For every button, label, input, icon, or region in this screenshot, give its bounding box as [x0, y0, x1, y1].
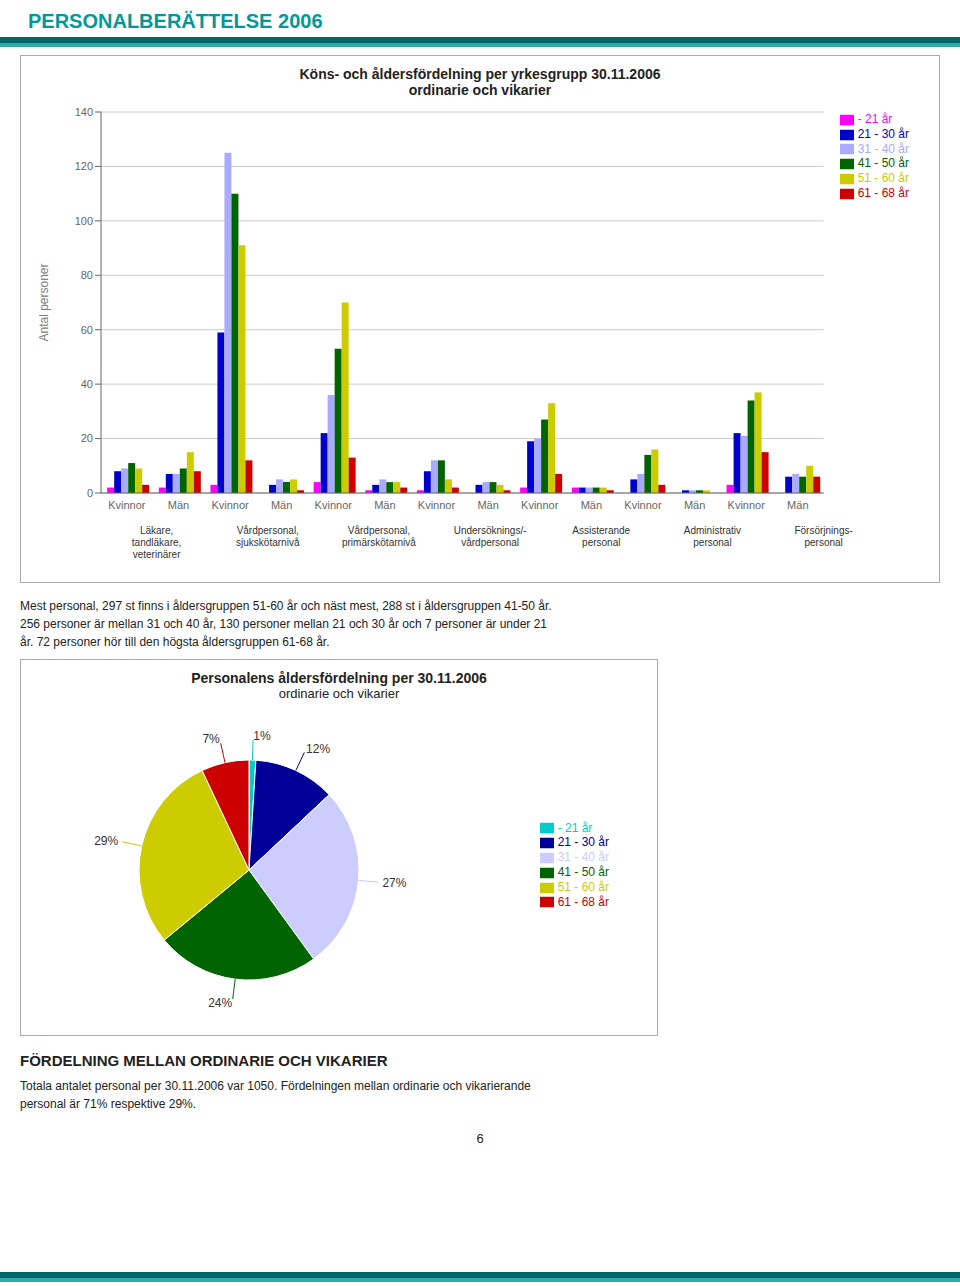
html-text:61 - 68 år: 61 - 68 år [857, 186, 909, 201]
html-text:21 - 30 år: 21 - 30 år [857, 126, 909, 141]
html-text:41 - 50 år: 41 - 50 år [557, 865, 609, 879]
html-text:Köns- och åldersfördelning per: Köns- och åldersfördelning per yrkesgrup… [299, 66, 661, 82]
svg-text:Kvinnor: Kvinnor [418, 499, 456, 511]
html-text:61 - 68 år: 61 - 68 år [557, 894, 609, 909]
svg-text:Män: Män [271, 499, 292, 511]
svg-text:60: 60 [81, 324, 93, 336]
svg-text:Vårdpersonal,sjukskötarnivå: Vårdpersonal,sjukskötarnivå [236, 525, 300, 548]
svg-text:Kvinnor: Kvinnor [315, 499, 353, 511]
html-text:41 - 50 år: 41 - 50 år [857, 156, 909, 171]
html-text:- 21 år: - 21 år [857, 112, 893, 126]
svg-text:Antal personer: Antal personer [37, 263, 51, 341]
html-text:31 - 40 år: 31 - 40 år [857, 141, 909, 156]
svg-text:Män: Män [581, 499, 602, 511]
svg-text:Kvinnor: Kvinnor [108, 499, 146, 511]
svg-text:1%: 1% [253, 729, 271, 743]
svg-text:Kvinnor: Kvinnor [521, 499, 559, 511]
svg-text:7%: 7% [202, 732, 220, 746]
html-text:- 21 år: - 21 år [557, 820, 593, 835]
svg-text:Undersöknings/-vårdpersonal: Undersöknings/-vårdpersonal [454, 525, 527, 548]
html-text:31 - 40 år: 31 - 40 år [557, 850, 609, 865]
svg-text:Administrativpersonal: Administrativpersonal [684, 525, 741, 548]
svg-text:Assisterandepersonal: Assisterandepersonal [572, 525, 630, 548]
svg-text:Män: Män [168, 499, 189, 511]
svg-text:20: 20 [81, 432, 93, 444]
html-text:Totala antalet personal per 30: Totala antalet personal per 30.11.2006 v… [20, 1079, 531, 1111]
svg-text:Vårdpersonal,primärskötarnivå: Vårdpersonal,primärskötarnivå [342, 525, 416, 548]
svg-text:24%: 24% [208, 996, 232, 1010]
svg-text:12%: 12% [306, 742, 330, 756]
svg-text:Försörjnings-personal: Försörjnings-personal [794, 525, 852, 548]
svg-text:0: 0 [87, 487, 93, 499]
svg-text:80: 80 [81, 269, 93, 281]
svg-text:120: 120 [75, 160, 93, 172]
html-text:6: 6 [476, 1131, 484, 1146]
svg-text:27%: 27% [382, 876, 406, 890]
svg-text:Män: Män [787, 499, 808, 511]
svg-text:29%: 29% [94, 834, 118, 848]
svg-text:100: 100 [75, 215, 93, 227]
html-text:PERSONALBERÄTTELSE 2006: PERSONALBERÄTTELSE 2006 [28, 10, 323, 32]
html-text:51 - 60 år: 51 - 60 år [857, 171, 909, 186]
svg-text:Kvinnor: Kvinnor [728, 499, 766, 511]
svg-text:Kvinnor: Kvinnor [624, 499, 662, 511]
html-text:ordinarie och vikarier: ordinarie och vikarier [408, 82, 552, 98]
svg-text:Män: Män [477, 499, 498, 511]
svg-text:Läkare,tandläkare,veterinärer: Läkare,tandläkare,veterinärer [132, 525, 181, 560]
svg-text:Män: Män [684, 499, 705, 511]
svg-text:140: 140 [75, 106, 93, 118]
html-text:Personalens åldersfördelning p: Personalens åldersfördelning per 30.11.2… [191, 670, 487, 686]
html-text:Mest personal, 297 st finns i: Mest personal, 297 st finns i åldersgrup… [20, 599, 552, 649]
html-text:FÖRDELNING MELLAN ORDINARIE OC: FÖRDELNING MELLAN ORDINARIE OCH VIKARIER [20, 1052, 388, 1069]
html-text:51 - 60 år: 51 - 60 år [557, 879, 609, 894]
html-text:21 - 30 år: 21 - 30 år [557, 835, 609, 850]
svg-text:40: 40 [81, 378, 93, 390]
html-text:ordinarie och vikarier: ordinarie och vikarier [278, 686, 400, 701]
svg-text:Kvinnor: Kvinnor [211, 499, 249, 511]
svg-text:Män: Män [374, 499, 395, 511]
